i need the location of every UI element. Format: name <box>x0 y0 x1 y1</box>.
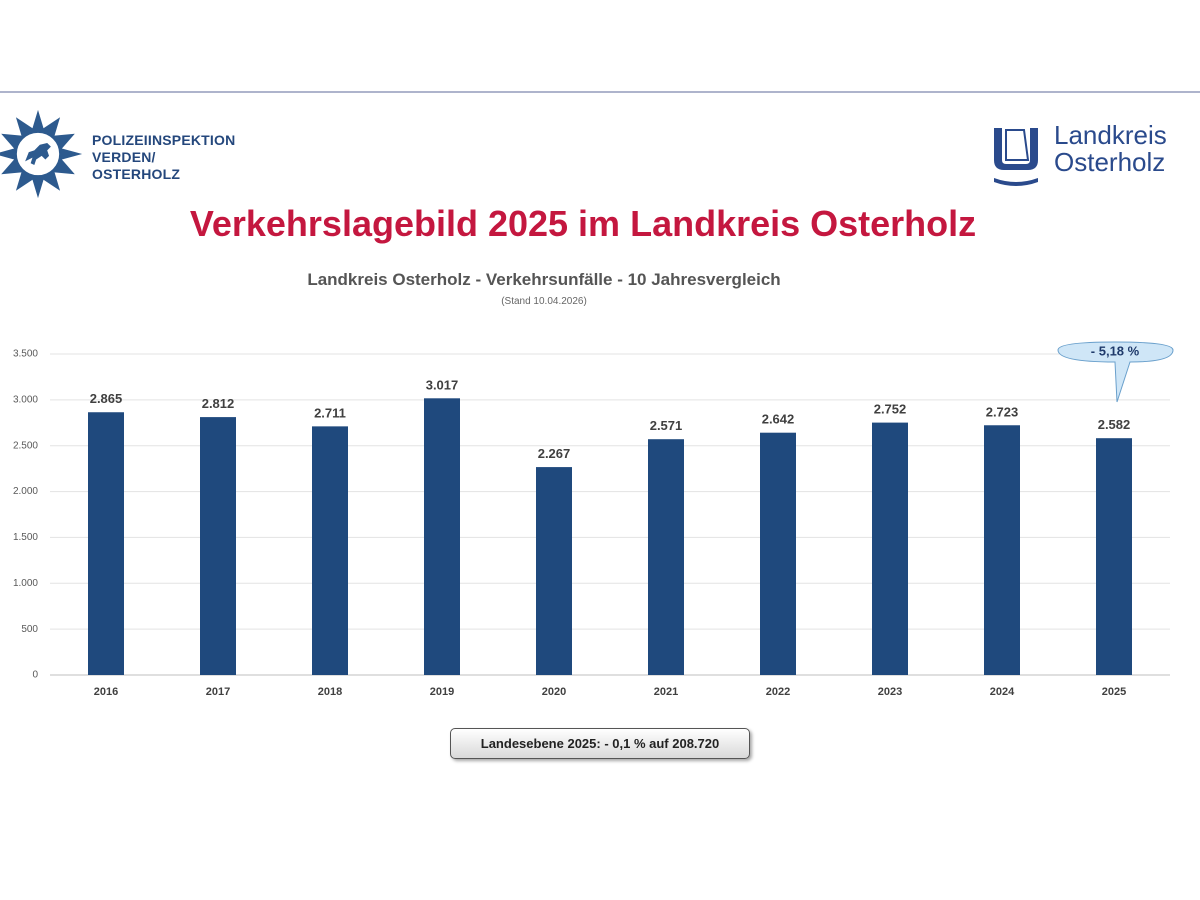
x-tick-label: 2016 <box>94 686 118 698</box>
data-label: 2.582 <box>1098 417 1131 432</box>
x-tick-label: 2022 <box>766 686 790 698</box>
police-org-name: POLIZEIINSPEKTION VERDEN/ OSTERHOLZ <box>92 132 235 183</box>
bar-2018 <box>312 426 348 675</box>
data-label: 2.711 <box>314 405 346 420</box>
data-label: 2.723 <box>986 404 1019 419</box>
bar-2025 <box>1096 438 1132 675</box>
x-tick-label: 2019 <box>430 686 454 698</box>
x-tick-label: 2024 <box>990 686 1015 698</box>
y-tick-label: 1.500 <box>13 532 38 543</box>
x-tick-label: 2018 <box>318 686 342 698</box>
bar-2022 <box>760 432 796 675</box>
data-label: 2.812 <box>202 396 235 411</box>
y-tick-label: 2.000 <box>13 486 38 497</box>
data-label: 2.267 <box>538 446 571 461</box>
landkreis-logo: Landkreis Osterholz <box>990 122 1195 192</box>
x-tick-label: 2025 <box>1102 686 1126 698</box>
bar-2016 <box>88 412 124 675</box>
y-tick-label: 3.500 <box>13 349 38 360</box>
landkreis-name: Landkreis Osterholz <box>1054 122 1167 176</box>
y-tick-label: 2.500 <box>13 440 38 451</box>
police-star-icon <box>0 109 83 199</box>
chart-subtitle: (Stand 10.04.2026) <box>501 296 587 307</box>
data-label: 2.571 <box>650 418 683 433</box>
bar-2024 <box>984 425 1020 675</box>
landkreis-line: Osterholz <box>1054 147 1166 177</box>
bar-2021 <box>648 439 684 675</box>
bar-2019 <box>424 398 460 675</box>
callout-text: - 5,18 % <box>1091 343 1140 358</box>
data-label: 3.017 <box>426 377 459 392</box>
top-rule <box>0 91 1200 93</box>
police-org-line: VERDEN/ <box>92 149 156 165</box>
bar-2017 <box>200 417 236 675</box>
landkreis-emblem-icon <box>994 128 1038 186</box>
data-label: 2.752 <box>874 402 907 417</box>
data-label: 2.865 <box>90 391 123 406</box>
chart-title: Landkreis Osterholz - Verkehrsunfälle - … <box>307 270 781 289</box>
bar-2020 <box>536 467 572 675</box>
x-tick-label: 2023 <box>878 686 902 698</box>
page-title: Verkehrslagebild 2025 im Landkreis Oster… <box>189 203 977 244</box>
x-tick-label: 2021 <box>654 686 678 698</box>
y-tick-label: 1.000 <box>13 578 38 589</box>
landkreis-line: Landkreis <box>1054 120 1167 150</box>
x-tick-label: 2017 <box>206 686 230 698</box>
y-tick-label: 0 <box>32 670 38 681</box>
data-label: 2.642 <box>762 412 795 427</box>
police-org-line: OSTERHOLZ <box>92 166 181 182</box>
y-tick-label: 500 <box>21 624 38 635</box>
bar-2023 <box>872 422 908 675</box>
x-tick-label: 2020 <box>542 686 566 698</box>
y-tick-label: 3.000 <box>13 394 38 405</box>
callout-bubble <box>1057 341 1174 403</box>
footnote-box: Landesebene 2025: - 0,1 % auf 208.720 <box>450 728 750 759</box>
police-header: POLIZEIINSPEKTION VERDEN/ OSTERHOLZ <box>0 108 260 208</box>
police-org-line: POLIZEIINSPEKTION <box>92 132 236 148</box>
